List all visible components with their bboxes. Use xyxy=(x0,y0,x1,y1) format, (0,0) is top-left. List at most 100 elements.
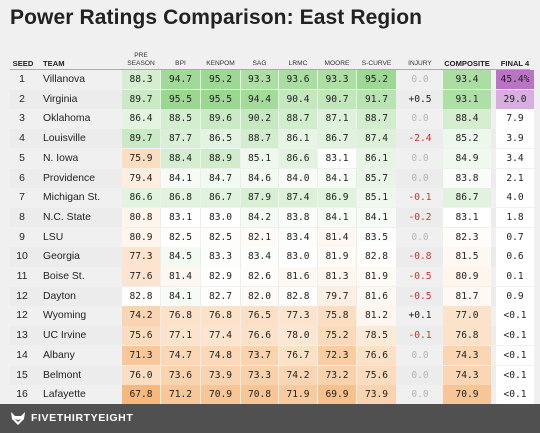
bpi-cell: 84.1 xyxy=(161,168,200,188)
sag-cell: 87.9 xyxy=(241,188,278,208)
sag-cell: 70.8 xyxy=(241,385,278,405)
bpi-cell: 77.1 xyxy=(161,326,200,346)
seed-cell: 5 xyxy=(19,152,25,164)
seed-cell: 8 xyxy=(19,211,25,223)
composite-cell: 85.2 xyxy=(443,129,491,149)
final4-cell: 2.1 xyxy=(496,168,534,188)
moore-cell: 90.7 xyxy=(318,89,356,109)
bpi-cell: 84.1 xyxy=(161,286,200,306)
injury-cell: -0.2 xyxy=(408,211,432,223)
injury-cell: +0.5 xyxy=(408,93,432,105)
composite-cell: 76.8 xyxy=(443,326,491,346)
lrmc-cell: 86.6 xyxy=(279,148,317,169)
header-seed: SEED xyxy=(12,59,34,68)
table-row: 6 Providence 79.4 84.1 84.7 84.6 84.0 84.1 85.7 0… xyxy=(10,168,534,188)
pre-cell: 75.6 xyxy=(122,326,160,346)
kenpom-cell: 88.9 xyxy=(201,148,240,169)
pre-cell: 89.7 xyxy=(122,89,160,109)
moore-cell: 93.3 xyxy=(318,70,356,90)
table-row: 1 Villanova 88.3 94.7 95.2 93.3 93.6 93.3 95.2 0.… xyxy=(10,70,534,90)
scurve-cell: 95.2 xyxy=(357,70,396,90)
lrmc-cell: 78.0 xyxy=(279,326,317,346)
seed-cell: 11 xyxy=(16,271,28,282)
team-cell: Georgia xyxy=(43,251,80,263)
header-divider xyxy=(10,69,530,70)
bpi-cell: 76.8 xyxy=(161,306,200,326)
lrmc-cell: 76.7 xyxy=(279,345,317,366)
injury-cell: -0.1 xyxy=(408,330,432,342)
sag-cell: 88.7 xyxy=(241,129,278,149)
header-bpi: BPI xyxy=(175,60,186,67)
injury-cell: +0.1 xyxy=(408,310,432,322)
lrmc-cell: 90.4 xyxy=(279,89,317,109)
composite-cell: 93.1 xyxy=(443,89,491,109)
team-cell: Villanova xyxy=(43,74,85,85)
injury-cell: 0.0 xyxy=(411,389,429,401)
moore-cell: 87.1 xyxy=(318,109,356,129)
sag-cell: 73.3 xyxy=(241,365,278,385)
final4-cell: 7.9 xyxy=(496,109,534,129)
header-pre: PRE SEASON xyxy=(127,52,155,67)
bpi-cell: 86.8 xyxy=(161,188,200,208)
composite-cell: 74.3 xyxy=(443,345,491,366)
moore-cell: 81.4 xyxy=(318,227,356,247)
team-cell: Wyoming xyxy=(43,310,87,322)
moore-cell: 84.1 xyxy=(318,207,356,228)
seed-cell: 2 xyxy=(19,93,25,105)
lrmc-cell: 86.1 xyxy=(279,129,317,149)
injury-cell: -0.1 xyxy=(408,192,432,204)
table-row: 12 Wyoming 74.2 76.8 76.8 76.5 77.3 75.8 81.2 +0.… xyxy=(10,306,534,326)
bpi-cell: 71.2 xyxy=(161,385,200,405)
final4-cell: <0.1 xyxy=(496,365,534,385)
lrmc-cell: 84.0 xyxy=(279,168,317,188)
final4-cell: <0.1 xyxy=(496,306,534,326)
final4-cell: 0.1 xyxy=(496,267,534,287)
scurve-cell: 85.7 xyxy=(357,168,396,188)
injury-cell: 0.0 xyxy=(411,113,429,125)
kenpom-cell: 95.2 xyxy=(201,70,240,90)
injury-cell: 0.0 xyxy=(411,369,429,381)
seed-cell: 15 xyxy=(16,369,28,381)
scurve-cell: 88.7 xyxy=(357,109,396,129)
pre-cell: 77.6 xyxy=(122,267,160,287)
header-team: TEAM xyxy=(43,59,65,68)
table-row: 15 Belmont 76.0 73.6 73.9 73.3 74.2 73.2 75.6 0.0… xyxy=(10,365,534,385)
team-cell: Belmont xyxy=(43,369,82,381)
pre-cell: 77.3 xyxy=(122,247,160,267)
table-row: 16 Lafayette 67.8 71.2 70.9 70.8 71.9 69.9 73.9 0… xyxy=(10,385,534,405)
kenpom-cell: 82.9 xyxy=(201,267,240,287)
pre-cell: 80.9 xyxy=(122,227,160,247)
bpi-cell: 88.4 xyxy=(161,148,200,169)
sag-cell: 76.6 xyxy=(241,326,278,346)
final4-cell: <0.1 xyxy=(496,326,534,346)
bpi-cell: 73.6 xyxy=(161,365,200,385)
injury-cell: 0.0 xyxy=(411,349,429,361)
seed-cell: 7 xyxy=(19,192,25,204)
composite-cell: 84.9 xyxy=(443,148,491,169)
table-row: 5 N. Iowa 75.9 88.4 88.9 85.1 86.6 83.1 86.1 0.0 8… xyxy=(10,148,534,169)
final4-cell: 45.4% xyxy=(496,70,534,90)
header-injury: INJURY xyxy=(408,60,432,67)
scurve-cell: 76.6 xyxy=(357,345,396,366)
kenpom-cell: 84.7 xyxy=(201,168,240,188)
moore-cell: 73.2 xyxy=(318,365,356,385)
seed-cell: 1 xyxy=(19,74,25,85)
injury-cell: 0.0 xyxy=(411,74,429,85)
pre-cell: 74.2 xyxy=(122,306,160,326)
footer-bar: FIVETHIRTYEIGHT xyxy=(0,404,540,433)
pre-cell: 86.6 xyxy=(122,188,160,208)
scurve-cell: 75.6 xyxy=(357,365,396,385)
composite-cell: 81.7 xyxy=(443,286,491,306)
lrmc-cell: 83.4 xyxy=(279,227,317,247)
final4-cell: 3.4 xyxy=(496,148,534,169)
team-cell: Oklahoma xyxy=(43,113,91,125)
scurve-cell: 84.1 xyxy=(357,207,396,228)
lrmc-cell: 71.9 xyxy=(279,385,317,405)
sag-cell: 84.6 xyxy=(241,168,278,188)
team-cell: Michigan St. xyxy=(43,192,101,204)
team-cell: UC Irvine xyxy=(43,330,87,342)
seed-cell: 9 xyxy=(19,231,25,243)
sag-cell: 94.4 xyxy=(241,89,278,109)
kenpom-cell: 77.4 xyxy=(201,326,240,346)
sag-cell: 82.1 xyxy=(241,227,278,247)
